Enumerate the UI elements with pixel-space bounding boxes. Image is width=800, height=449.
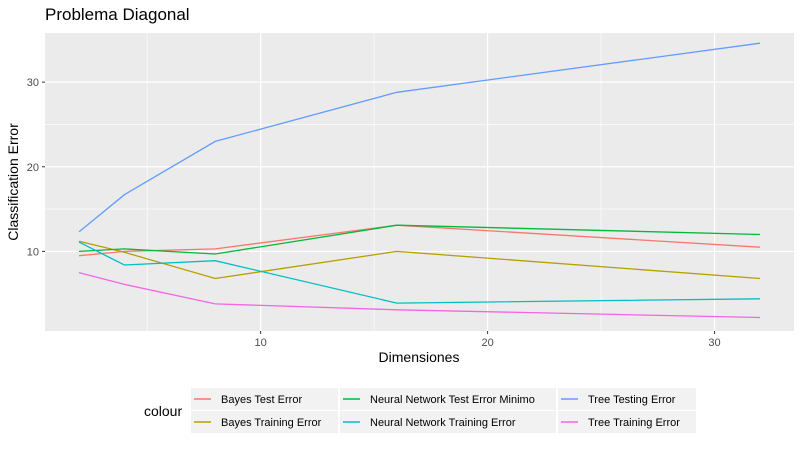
x-tick-label: 20 bbox=[481, 337, 493, 349]
plot-panel bbox=[45, 33, 794, 331]
legend-key-bg bbox=[558, 411, 696, 433]
legend-key-bg bbox=[558, 388, 696, 410]
y-tick-label: 20 bbox=[27, 162, 39, 174]
y-axis-ticks: 10 20 30 bbox=[27, 77, 45, 258]
chart-title: Problema Diagonal bbox=[45, 5, 190, 24]
series-lines bbox=[78, 42, 761, 319]
legend-label: Tree Testing Error bbox=[588, 394, 676, 406]
x-axis-ticks: 10 20 30 bbox=[254, 331, 721, 349]
x-tick-label: 10 bbox=[254, 337, 266, 349]
series-line bbox=[78, 224, 761, 255]
y-tick-label: 10 bbox=[27, 246, 39, 258]
legend-label: Tree Training Error bbox=[588, 417, 680, 429]
legend-label: Neural Network Training Error bbox=[370, 417, 516, 429]
series-line bbox=[78, 42, 761, 233]
legend-key-bg bbox=[191, 388, 338, 410]
y-axis-label: Classification Error bbox=[5, 123, 21, 241]
legend-title: colour bbox=[144, 403, 182, 419]
series-line bbox=[78, 271, 761, 319]
legend-label: Bayes Test Error bbox=[221, 394, 302, 406]
series-line bbox=[78, 224, 761, 257]
legend: colour Bayes Test Error Bayes Training Er… bbox=[144, 388, 696, 433]
x-tick-label: 30 bbox=[708, 337, 720, 349]
legend-label: Neural Network Test Error Minimo bbox=[370, 394, 535, 406]
grid-major bbox=[45, 33, 794, 331]
legend-key-bg bbox=[191, 411, 338, 433]
legend-label: Bayes Training Error bbox=[221, 417, 322, 429]
legend-key-bg bbox=[340, 388, 556, 410]
series-line bbox=[78, 241, 761, 304]
legend-key-bg bbox=[340, 411, 556, 433]
y-tick-label: 30 bbox=[27, 77, 39, 89]
x-axis-label: Dimensiones bbox=[379, 349, 460, 365]
series-line bbox=[78, 240, 761, 280]
